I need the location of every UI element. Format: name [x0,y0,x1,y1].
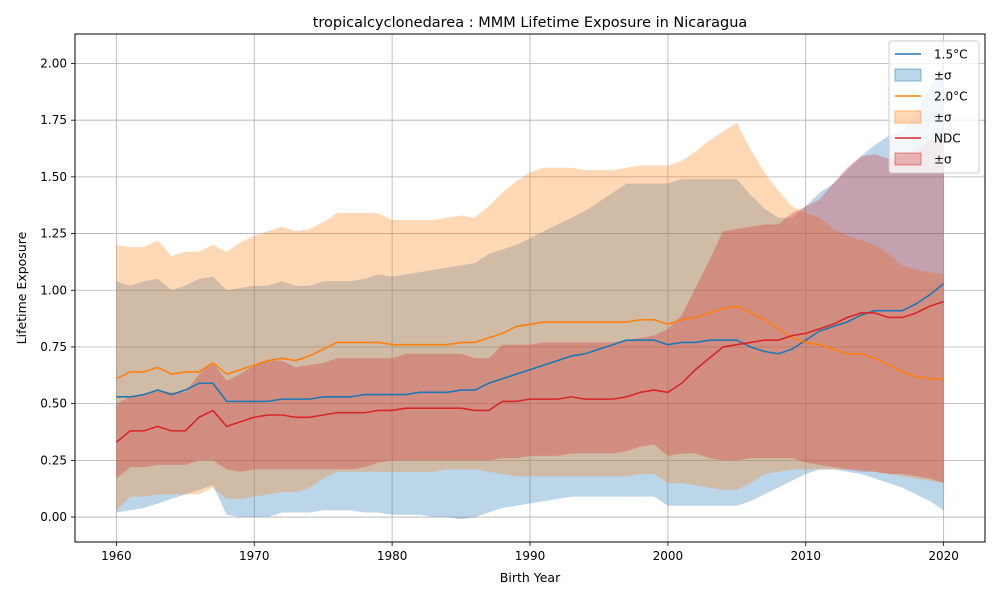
x-tick-label: 2020 [928,549,959,563]
x-tick-label: 1990 [515,549,546,563]
legend-swatch-2-0-c [894,110,922,124]
grid-layer [75,34,985,542]
x-tick-label: 1980 [377,549,408,563]
line-2-0-c [116,305,944,380]
band-2-0-c [116,122,944,511]
y-tick-label: 0.25 [40,453,67,467]
x-tick-label: 2010 [790,549,821,563]
y-tick-label: 0.00 [40,510,67,524]
x-tick-label: 1970 [239,549,270,563]
y-tick-label: 1.25 [40,227,67,241]
y-axis-label: Lifetime Exposure [14,231,29,344]
legend-items: 1.5°C ±σ 2.0°C ±σ NDC ±σ [894,48,967,167]
legend-label-ndc: NDC [934,132,961,146]
band-layer [116,63,944,520]
line-layer [115,282,945,443]
y-tick-label: 1.00 [40,283,67,297]
legend-label-1-5-c: 1.5°C [934,48,967,62]
legend-band-label-2-0-c: ±σ [934,111,952,125]
band-1-5-c [116,63,944,520]
legend-swatch-ndc [894,152,922,166]
y-tick-label: 0.50 [40,397,67,411]
legend-band-label-1-5-c: ±σ [934,69,952,83]
legend: 1.5°C ±σ 2.0°C ±σ NDC ±σ [888,40,980,174]
legend-band-label-ndc: ±σ [934,153,952,167]
y-tick-label: 0.75 [40,340,67,354]
x-tick-label: 2000 [653,549,684,563]
y-tick-label: 1.50 [40,170,67,184]
line-ndc [115,300,944,443]
chart-title: tropicalcyclonedarea : MMM Lifetime Expo… [313,15,748,31]
y-tick-label: 2.00 [40,56,67,70]
line-1-5-c [116,282,945,403]
tick-layer: 1960 1970 1980 1990 2000 2010 2020 0.00 0.25 0.50… [40,56,959,563]
legend-label-2-0-c: 2.0°C [934,90,967,104]
x-tick-label: 1960 [101,549,132,563]
legend-swatch-1-5-c [894,68,922,82]
y-tick-label: 1.75 [40,113,67,127]
band-ndc [116,133,944,484]
x-axis-label: Birth Year [500,570,561,585]
legend-frame [888,40,980,174]
